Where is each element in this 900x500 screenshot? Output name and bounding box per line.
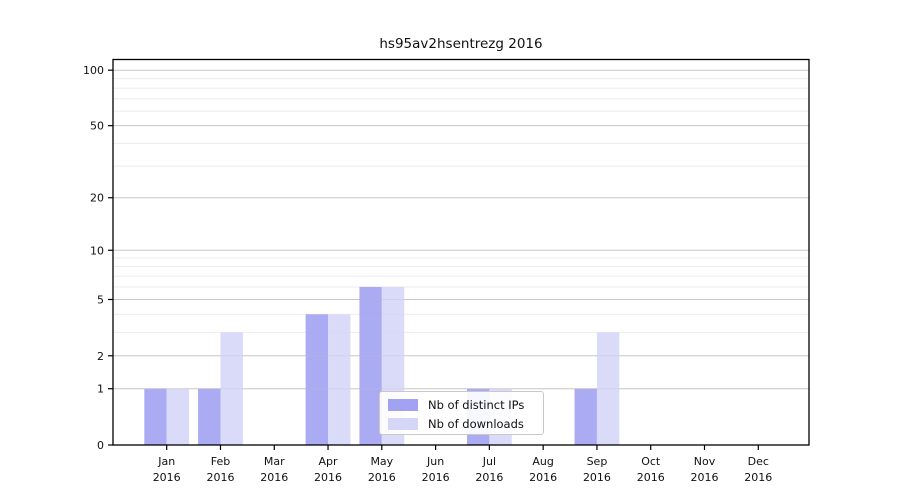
bar-downloads-sep (596, 332, 620, 445)
bar-ips-may (359, 286, 382, 445)
x-tick-label-year: 2016 (368, 471, 396, 484)
bar-downloads-apr (328, 314, 351, 445)
x-tick-label-year: 2016 (314, 471, 342, 484)
legend-swatch-distinct-ips (388, 399, 418, 411)
x-tick-label-year: 2016 (637, 471, 665, 484)
legend-item-downloads: Nb of downloads (380, 415, 543, 433)
x-tick-label-month: Jul (482, 455, 496, 468)
x-tick-label-year: 2016 (529, 471, 557, 484)
chart-title: hs95av2hsentrezg 2016 (379, 36, 543, 52)
legend-swatch-downloads (388, 418, 418, 430)
y-tick-label: 0 (97, 439, 104, 452)
y-tick-label: 20 (90, 192, 104, 205)
bar-ips-jan (144, 388, 167, 445)
legend: Nb of distinct IPs Nb of downloads (379, 391, 544, 435)
bar-downloads-jan (166, 388, 190, 445)
legend-label-distinct-ips: Nb of distinct IPs (428, 398, 525, 412)
x-tick-label-month: May (370, 455, 393, 468)
x-tick-label-year: 2016 (475, 471, 503, 484)
legend-label-downloads: Nb of downloads (428, 417, 524, 431)
x-tick-label-year: 2016 (422, 471, 450, 484)
bar-ips-feb (198, 388, 221, 445)
x-tick-label-month: Dec (748, 455, 769, 468)
bar-ips-apr (305, 314, 329, 445)
x-tick-label-year: 2016 (260, 471, 288, 484)
plot-border (112, 58, 810, 446)
bar-ips-sep (574, 388, 597, 445)
y-tick-label: 100 (83, 64, 104, 77)
x-tick-label-month: Feb (211, 455, 230, 468)
x-tick-label-month: Sep (587, 455, 608, 468)
bar-downloads-feb (220, 332, 243, 445)
x-tick-label-year: 2016 (583, 471, 611, 484)
x-tick-label-month: Nov (694, 455, 716, 468)
x-tick-label-year: 2016 (153, 471, 181, 484)
legend-item-distinct-ips: Nb of distinct IPs (380, 396, 543, 414)
x-tick-label-month: Jan (157, 455, 175, 468)
y-tick-label: 1 (97, 383, 104, 396)
x-tick-label-year: 2016 (206, 471, 234, 484)
y-tick-label: 10 (90, 244, 104, 257)
y-tick-label: 5 (97, 293, 104, 306)
x-tick-label-year: 2016 (691, 471, 719, 484)
x-tick-label-month: Apr (319, 455, 339, 468)
y-tick-label: 50 (90, 120, 104, 133)
x-tick-label-month: Oct (641, 455, 661, 468)
x-tick-label-month: Jun (426, 455, 444, 468)
x-tick-label-month: Mar (264, 455, 285, 468)
y-tick-label: 2 (97, 350, 104, 363)
x-tick-label-year: 2016 (744, 471, 772, 484)
x-tick-label-month: Aug (532, 455, 553, 468)
